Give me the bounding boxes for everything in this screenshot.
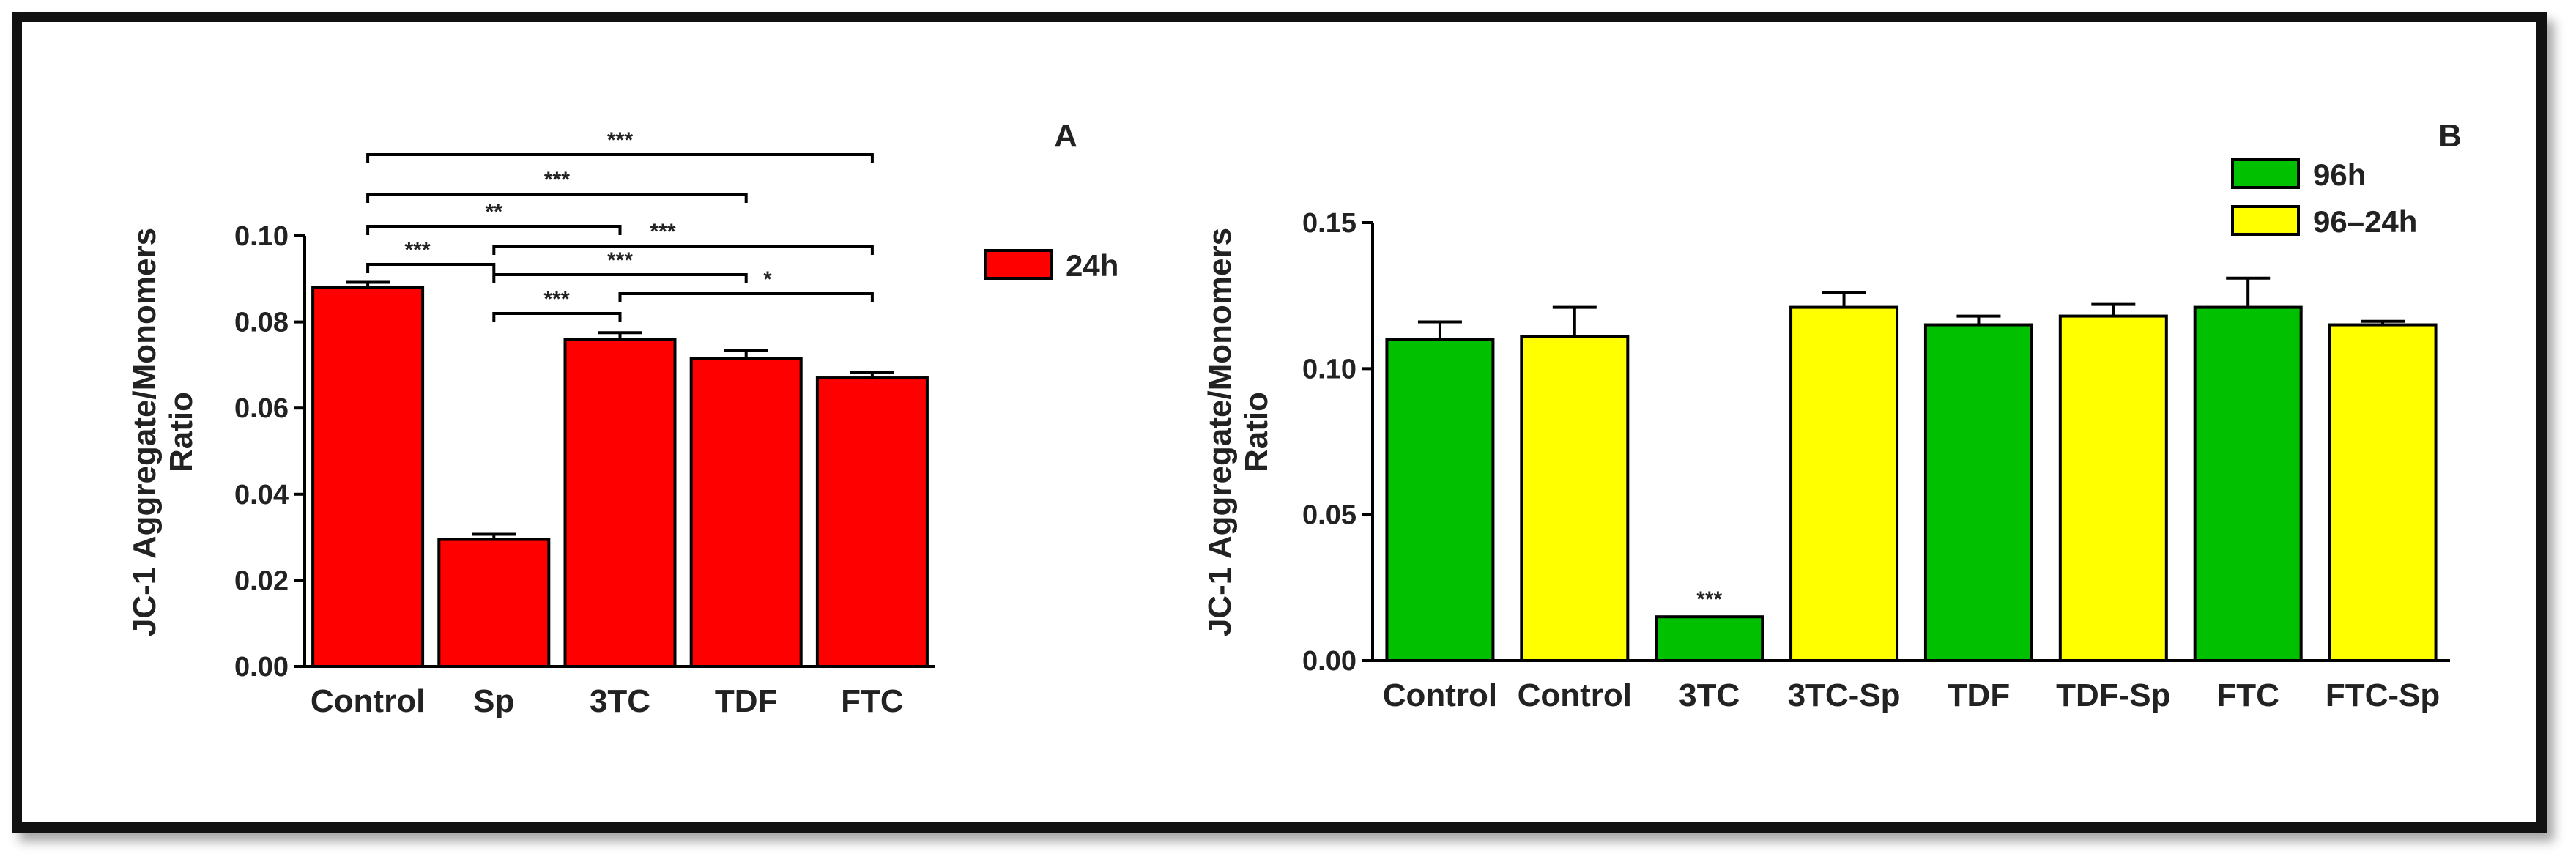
- significance-label-7: ***: [543, 287, 569, 311]
- category-label-3: TDF: [715, 683, 778, 719]
- legend-swatch-0: [984, 249, 1053, 280]
- category-label-1: Control: [1518, 677, 1632, 713]
- panel-b-ylabel-line1: JC-1 Aggregate/Monomers: [1202, 228, 1238, 636]
- significance-label-0: ***: [607, 128, 633, 152]
- legend-label-0: 24h: [1066, 248, 1118, 283]
- panel-a-label: A: [1054, 118, 1077, 154]
- bar-3: [1789, 305, 1899, 662]
- bar-1: [1520, 335, 1630, 662]
- bar-2: [1655, 615, 1764, 663]
- significance-bracket-3: [492, 245, 874, 255]
- significance-bracket-2: [366, 225, 622, 235]
- panel-b-ylabel-line2: Ratio: [1239, 392, 1274, 472]
- significance-bracket-6: [618, 292, 874, 302]
- y-tick-label: 0.02: [234, 565, 289, 596]
- y-tick-label: 0.00: [234, 652, 289, 683]
- significance-label-3: ***: [650, 220, 675, 244]
- category-label-0: Control: [311, 683, 425, 719]
- significance-bracket-5: [492, 273, 748, 283]
- y-tick-label: 0.10: [234, 221, 289, 252]
- category-label-2: 3TC: [1679, 677, 1740, 713]
- panel-b-plot: 0.00 0.05 0.10 0.15 Control Control 3TC 3TC-Sp T…: [1302, 157, 2450, 713]
- category-label-2: 3TC: [590, 683, 650, 719]
- annotation-label-0: ***: [1696, 587, 1722, 612]
- y-tick-label: 0.10: [1302, 354, 1356, 384]
- bar-1: [437, 538, 551, 668]
- y-tick-label: 0.04: [234, 480, 289, 510]
- y-tick-label: 0.15: [1302, 208, 1356, 239]
- bar-4: [815, 376, 929, 668]
- category-label-6: FTC: [2216, 677, 2279, 713]
- category-label-1: Sp: [473, 683, 514, 719]
- category-label-0: Control: [1383, 677, 1497, 713]
- category-label-4: FTC: [841, 683, 904, 719]
- bar-4: [1923, 323, 2033, 662]
- panel-a-ylabel-line1: JC-1 Aggregate/Monomers: [127, 228, 163, 636]
- significance-bracket-7: [492, 312, 622, 322]
- significance-label-1: ***: [544, 168, 570, 192]
- legend-label-0: 96h: [2313, 157, 2366, 192]
- y-tick-label: 0.06: [234, 393, 289, 424]
- legend-swatch-1: [2231, 205, 2300, 236]
- panel-a-ylabel-line2: Ratio: [163, 392, 199, 472]
- y-tick-label: 0.08: [234, 308, 289, 338]
- significance-label-2: **: [486, 200, 503, 224]
- significance-bracket-4: [366, 263, 496, 273]
- significance-bracket-0: [366, 153, 874, 163]
- bar-0: [311, 286, 425, 668]
- category-label-7: FTC-Sp: [2326, 677, 2440, 713]
- legend-label-1: 96–24h: [2313, 204, 2417, 239]
- bar-7: [2328, 323, 2438, 662]
- category-label-5: TDF-Sp: [2056, 677, 2170, 713]
- bar-5: [2058, 314, 2168, 662]
- bar-6: [2193, 305, 2303, 662]
- category-label-3: 3TC-Sp: [1788, 677, 1901, 713]
- category-label-4: TDF: [1948, 677, 2011, 713]
- significance-bracket-1: [366, 193, 748, 203]
- panel-b-label: B: [2438, 118, 2462, 154]
- y-tick-label: 0.05: [1302, 500, 1356, 531]
- significance-label-6: *: [763, 267, 772, 291]
- bar-2: [563, 338, 677, 668]
- significance-label-5: ***: [607, 248, 633, 272]
- y-tick-label: 0.00: [1302, 646, 1356, 677]
- bar-0: [1385, 338, 1495, 662]
- legend-swatch-0: [2231, 158, 2300, 189]
- panel-a-plot: 0.00 0.02 0.04 0.06 0.08 0.10 Control Sp 3TC TDF F…: [234, 128, 1118, 719]
- bar-3: [689, 357, 803, 668]
- significance-label-4: ***: [404, 238, 430, 262]
